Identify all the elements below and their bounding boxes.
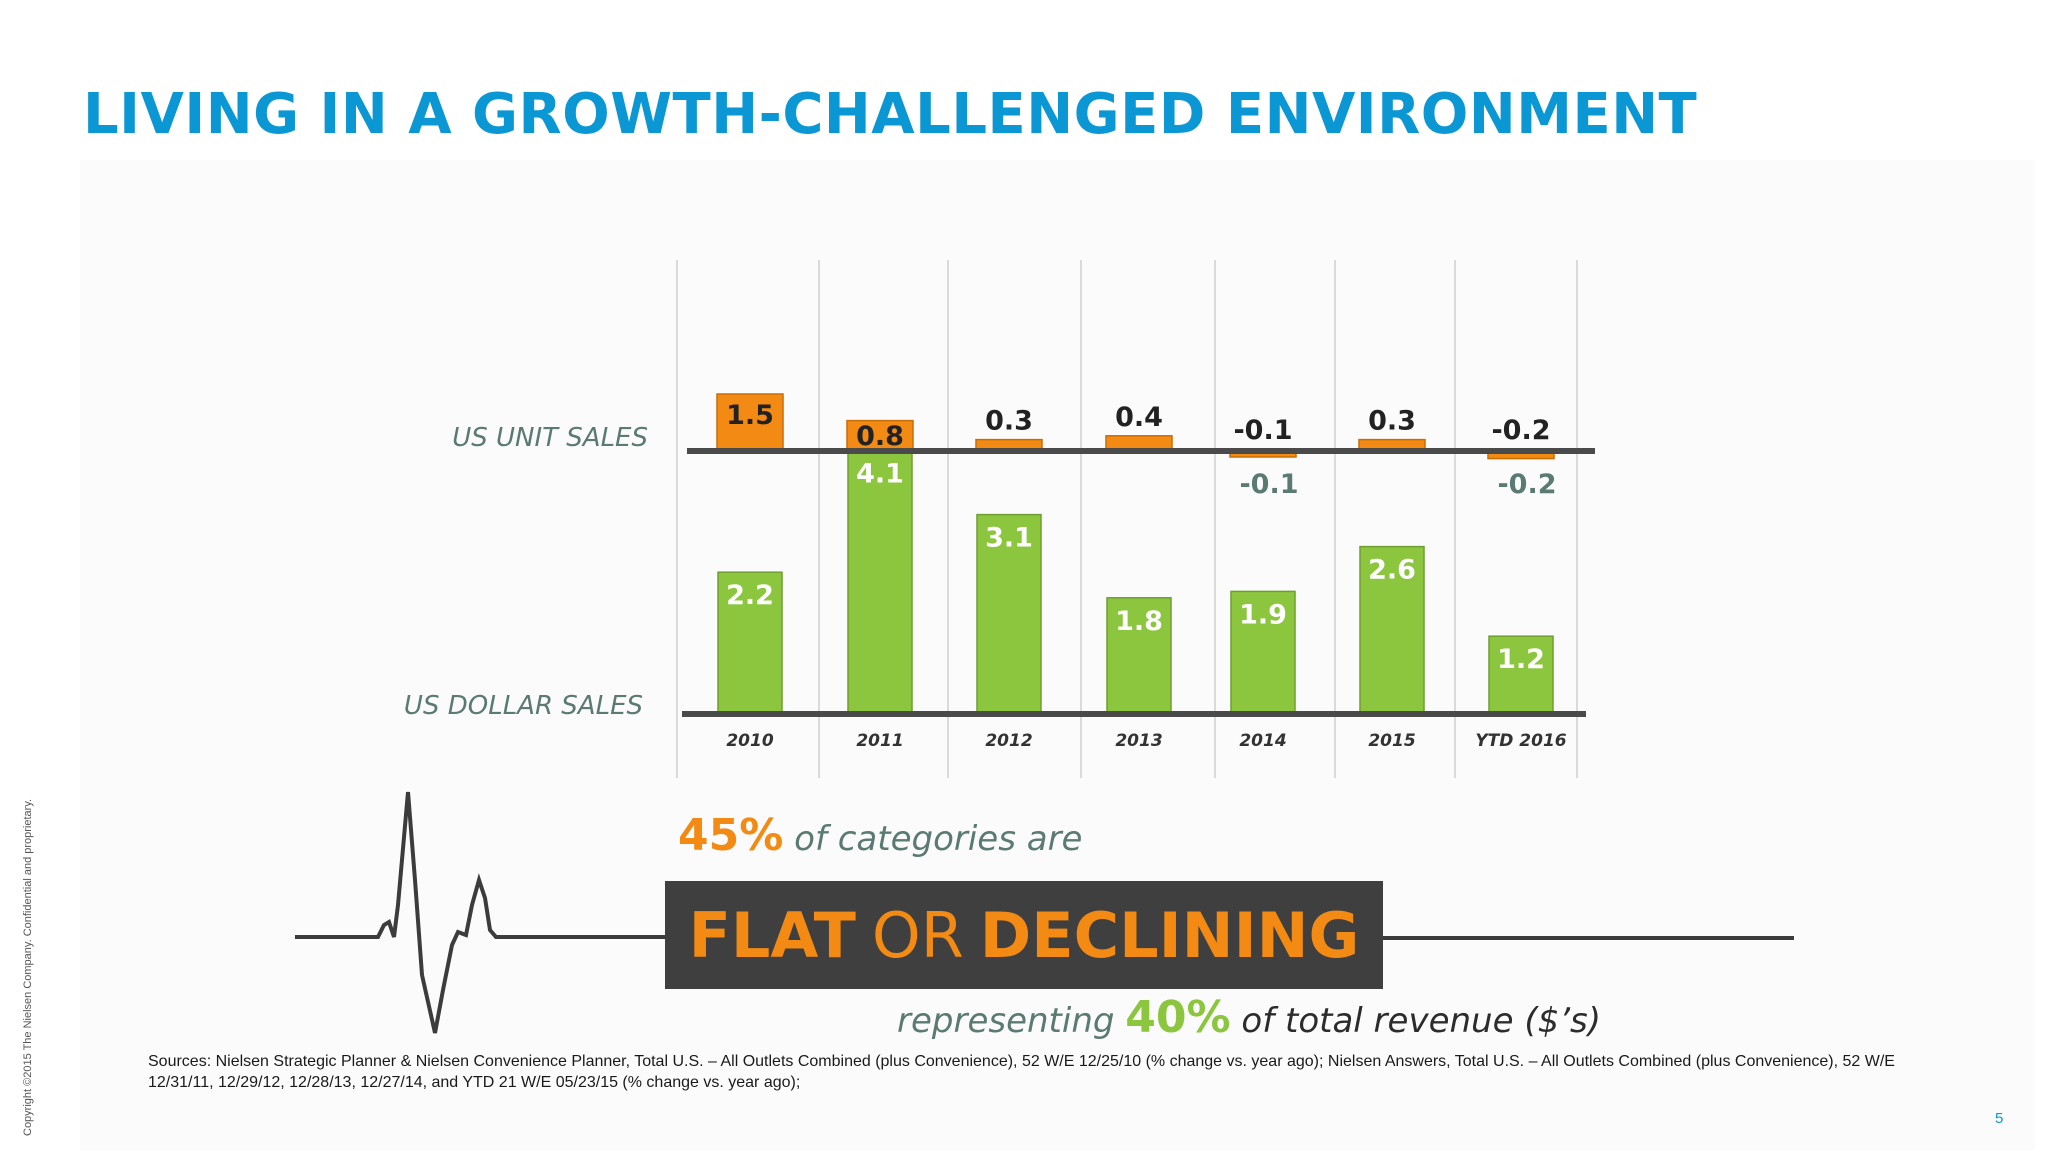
category-label-2010: 2010: [726, 731, 773, 751]
categories-stat: 45% of categories are: [678, 810, 1082, 861]
dollar-value-label-2014: 1.9: [1239, 599, 1287, 630]
unit-value-label-2012: 0.3: [985, 406, 1033, 437]
banner-word-flat: FLAT: [688, 898, 856, 972]
unit-value-label-2011: 0.8: [856, 421, 904, 452]
banner-word-declining: DECLINING: [979, 898, 1360, 972]
unit-value-label-2013: 0.4: [1115, 402, 1163, 433]
banner-word-or: OR: [871, 898, 964, 972]
unit-value-label-2015: 0.3: [1368, 406, 1416, 437]
unit-value-below-YTD 2016: -0.2: [1497, 469, 1556, 500]
unit-value-label-2014: -0.1: [1233, 415, 1292, 446]
categories-text: of categories are: [794, 819, 1083, 859]
unit-bar-2010: [716, 393, 784, 452]
dollar-bar-2014: [1230, 590, 1296, 714]
categories-percent: 45%: [678, 810, 784, 861]
category-label-2013: 2013: [1115, 731, 1162, 751]
dollar-bar-2015: [1359, 545, 1425, 714]
dollar-bar-2013: [1106, 597, 1172, 714]
dollar-bar-2010: [717, 571, 783, 714]
category-label-2012: 2012: [985, 731, 1032, 751]
dollar-value-label-2013: 1.8: [1115, 606, 1163, 637]
dollar-bar-YTD 2016: [1488, 635, 1554, 714]
dollar-value-label-2010: 2.2: [726, 580, 774, 611]
copyright-notice: Copyright ©2015 The Nielsen Company. Con…: [22, 798, 34, 1136]
unit-value-below-2014: -0.1: [1239, 469, 1298, 500]
dollar-value-label-YTD 2016: 1.2: [1497, 644, 1545, 675]
unit-value-label-2010: 1.5: [726, 400, 774, 431]
dollar-value-label-2015: 2.6: [1368, 555, 1416, 586]
flat-declining-banner: FLAT OR DECLINING: [665, 881, 1383, 989]
unit-value-label-YTD 2016: -0.2: [1491, 415, 1550, 446]
revenue-text: of total revenue ($’s): [1241, 1001, 1601, 1041]
revenue-stat: representing 40% of total revenue ($’s): [897, 992, 1601, 1043]
dollar-bar-2011: [847, 449, 913, 714]
dollar-value-label-2011: 4.1: [856, 459, 904, 490]
category-label-2011: 2011: [856, 731, 903, 751]
revenue-pre-text: representing: [897, 1001, 1115, 1041]
sources-footnote: Sources: Nielsen Strategic Planner & Nie…: [148, 1053, 1895, 1091]
dollar-bar-2012: [976, 513, 1042, 714]
category-label-2014: 2014: [1239, 731, 1286, 751]
heartbeat-left: [295, 791, 666, 1034]
unit-sales-label: US UNIT SALES: [452, 423, 648, 453]
dollar-value-label-2012: 3.1: [985, 523, 1033, 554]
page-title: LIVING IN A GROWTH-CHALLENGED ENVIRONMEN…: [83, 82, 1698, 147]
revenue-percent: 40%: [1125, 992, 1231, 1043]
category-label-YTD 2016: YTD 2016: [1475, 731, 1566, 751]
dollar-sales-label: US DOLLAR SALES: [404, 691, 643, 721]
category-label-2015: 2015: [1368, 731, 1415, 751]
page-number: 5: [1995, 1110, 2004, 1127]
